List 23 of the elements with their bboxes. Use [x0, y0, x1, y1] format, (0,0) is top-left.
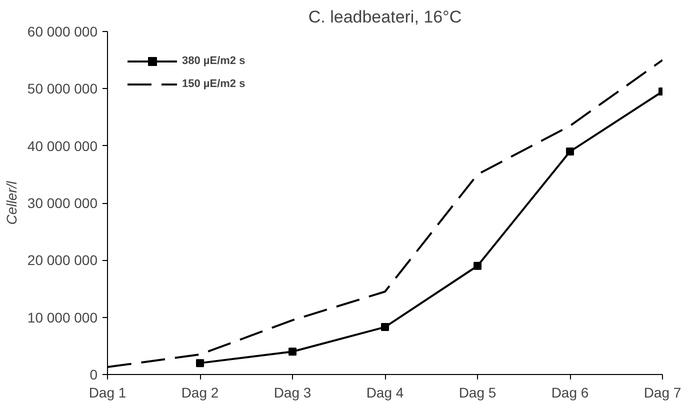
y-tick-label: 20 000 000: [27, 252, 98, 268]
x-tick-label: Dag 3: [274, 384, 312, 400]
y-tick-label: 50 000 000: [27, 80, 98, 97]
chart-title: C. leadbeateri, 16°C: [308, 8, 462, 26]
point: [196, 359, 204, 368]
y-axis-title: Celler/l: [3, 180, 20, 225]
y-tick-label: 0: [90, 366, 98, 382]
legend-label: 380 µE/m2 s: [182, 55, 246, 67]
x-tick-label: Dag 2: [181, 384, 219, 400]
point: [474, 262, 482, 270]
point: [566, 148, 574, 156]
x-tick-label: Dag 5: [458, 384, 496, 400]
y-tick-label: 30 000 000: [27, 195, 98, 211]
legend-label: 150 µE/m2 s: [182, 78, 246, 90]
x-tick-label: Dag 1: [88, 384, 126, 400]
y-tick-label: 10 000 000: [27, 309, 98, 326]
x-tick-label: Dag 7: [644, 384, 682, 400]
y-tick-label: 60 000 000: [27, 24, 98, 40]
y-tick-label: 40 000 000: [27, 138, 98, 154]
point: [288, 348, 296, 356]
x-tick-label: Dag 4: [366, 384, 404, 400]
x-tick-label: Dag 6: [551, 384, 589, 400]
point: [381, 323, 389, 332]
